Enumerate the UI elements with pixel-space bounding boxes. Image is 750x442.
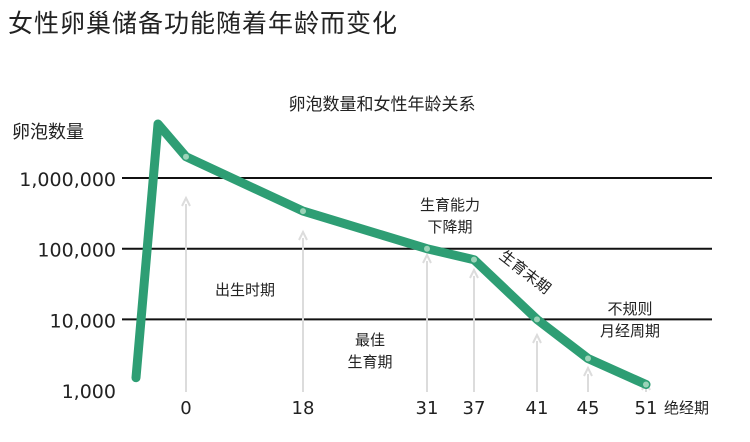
annotation-line: 出生时期 — [215, 281, 275, 299]
guide-arrowhead — [532, 332, 542, 344]
x-tick-labels: 0 18 31 37 41 45 51 绝经期 — [180, 398, 709, 419]
annotation-line: 最佳 — [355, 331, 385, 349]
data-point — [471, 256, 477, 263]
stage-annotation: 出生时期 — [215, 281, 275, 299]
annotation-line: 不规则 — [607, 300, 652, 318]
series-line — [131, 119, 651, 389]
x-end-label: 绝经期 — [664, 399, 709, 417]
data-point — [585, 355, 591, 362]
data-point — [300, 208, 306, 215]
guide-arrowhead — [583, 365, 593, 377]
y-tick-label: 100,000 — [37, 240, 116, 262]
x-tick-label: 51 — [635, 398, 658, 419]
page-title: 女性卵巢储备功能随着年龄而变化 — [8, 9, 399, 38]
x-tick-label: 45 — [577, 398, 600, 419]
y-tick-label: 10,000 — [50, 310, 116, 332]
guide-arrowhead — [298, 229, 308, 241]
guide-arrowhead — [422, 252, 432, 264]
annotation-line: 月经周期 — [600, 322, 660, 340]
follicle-curve — [131, 119, 651, 389]
x-tick-label: 0 — [180, 398, 191, 419]
x-tick-label: 31 — [416, 398, 439, 419]
data-point — [424, 245, 430, 252]
y-tick-labels: 1,000 10,000 100,000 1,000,000 — [19, 169, 116, 403]
x-tick-label: 37 — [463, 398, 486, 419]
annotation-line: 下降期 — [427, 218, 472, 236]
chart-title: 卵泡数量和女性年龄关系 — [289, 95, 476, 115]
x-tick-label: 41 — [526, 398, 549, 419]
data-point — [534, 316, 540, 323]
guide-arrowhead — [469, 267, 479, 279]
data-point — [643, 381, 649, 388]
y-axis-label: 卵泡数量 — [12, 122, 84, 143]
stage-arrows — [181, 195, 651, 392]
y-tick-label: 1,000 — [62, 381, 116, 403]
guide-arrowhead — [181, 195, 191, 207]
annotation-line: 生育能力 — [420, 196, 480, 214]
y-tick-label: 1,000,000 — [19, 169, 116, 191]
data-point — [183, 153, 189, 160]
annotation-line: 生育期 — [347, 353, 392, 371]
x-tick-label: 18 — [292, 398, 315, 419]
